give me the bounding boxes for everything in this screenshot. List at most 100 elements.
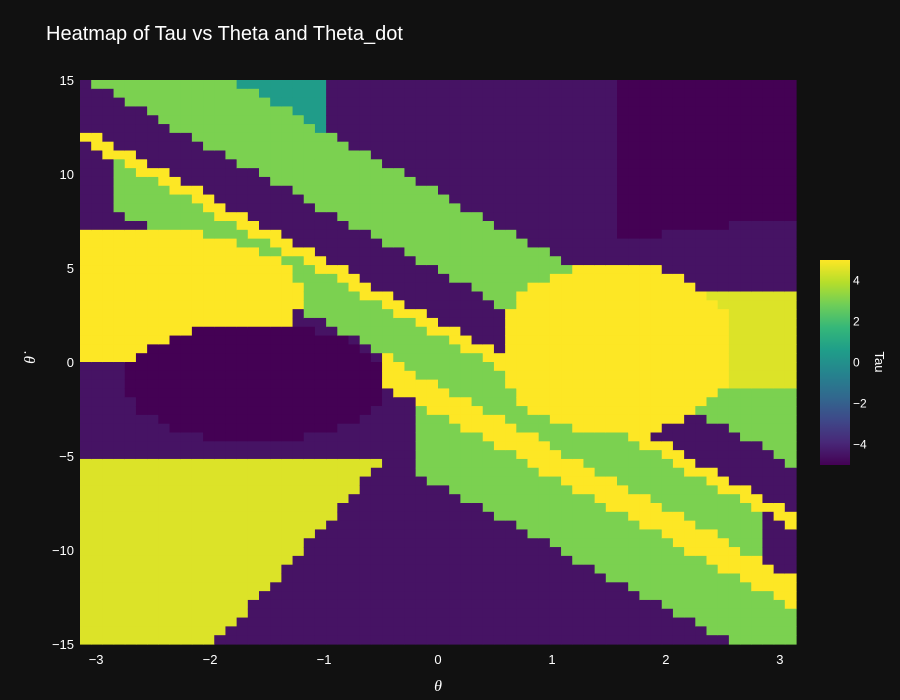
heatmap-cell [583,335,596,345]
heatmap-cell [728,494,741,504]
heatmap-cell [684,520,696,531]
heatmap-cell [259,309,271,319]
heatmap-cell [717,309,730,319]
heatmap-cell [337,450,350,460]
heatmap-cell [169,132,182,143]
heatmap-cell [605,317,618,328]
heatmap-cell [572,476,585,486]
heatmap-cell [740,547,752,557]
heatmap-cell [247,159,260,169]
heatmap-cell [303,397,316,407]
heatmap-cell [773,141,786,152]
heatmap-cell [91,238,103,249]
heatmap-cell [404,273,417,284]
heatmap-cell [784,379,797,390]
heatmap-cell [583,291,596,301]
heatmap-cell [617,212,629,222]
heatmap-cell [762,247,775,257]
heatmap-cell [695,194,708,204]
heatmap-cell [426,203,439,213]
heatmap-cell [505,406,517,416]
heatmap-cell [281,335,294,345]
heatmap-cell [359,450,372,460]
heatmap-cell [393,185,406,196]
heatmap-cell [572,344,585,354]
heatmap-cell [102,247,115,257]
heatmap-cell [695,300,708,310]
heatmap-cell [281,238,294,249]
heatmap-cell [784,344,797,354]
heatmap-cell [191,458,204,469]
heatmap-cell [784,582,797,592]
heatmap-cell [505,159,517,169]
heatmap-cell [236,608,249,619]
heatmap-cell [426,485,439,495]
heatmap-cell [538,494,551,504]
heatmap-cell [605,450,618,460]
heatmap-cell [225,309,238,319]
heatmap-cell [605,617,618,627]
heatmap-cell [191,141,204,152]
heatmap-cell [225,458,238,469]
heatmap-cell [695,414,708,425]
heatmap-cell [717,379,730,390]
heatmap-cell [359,80,372,90]
heatmap-cell [259,582,271,592]
heatmap-cell [80,362,92,372]
heatmap-cell [639,582,652,592]
heatmap-cell [784,414,797,425]
heatmap-cell [203,547,215,557]
heatmap-cell [583,229,596,240]
heatmap-cell [225,326,238,337]
heatmap-cell [135,423,148,434]
heatmap-cell [393,520,406,531]
heatmap-cell [728,309,741,319]
heatmap-cell [203,485,215,495]
heatmap-cell [426,547,439,557]
heatmap-cell [259,168,271,178]
heatmap-cell [214,106,227,116]
heatmap-cell [303,185,316,196]
heatmap-cell [728,300,741,310]
heatmap-cell [661,520,674,531]
heatmap-cell [661,423,674,434]
heatmap-cell [102,370,115,381]
heatmap-cell [80,300,92,310]
heatmap-cell [538,503,551,513]
heatmap-cell [493,547,506,557]
heatmap-cell [672,379,685,390]
heatmap-cell [583,582,596,592]
heatmap-cell [460,115,473,125]
heatmap-cell [773,573,786,583]
heatmap-cell [438,159,450,169]
heatmap-cell [102,273,115,284]
heatmap-cell [628,203,640,213]
heatmap-cell [561,379,573,390]
heatmap-cell [449,256,461,266]
heatmap-cell [639,432,652,442]
heatmap-cell [740,256,752,266]
heatmap-cell [404,159,417,169]
heatmap-cell [158,212,171,222]
heatmap-cell [303,229,316,240]
heatmap-cell [605,529,618,539]
heatmap-cell [236,476,249,486]
heatmap-cell [594,406,607,416]
heatmap-cell [628,282,640,293]
heatmap-cell [695,608,708,619]
heatmap-cell [180,547,193,557]
heatmap-cell [314,124,327,134]
heatmap-cell [639,485,652,495]
heatmap-cell [247,256,260,266]
heatmap-cell [784,176,797,187]
heatmap-cell [471,617,484,627]
heatmap-cell [773,450,786,460]
heatmap-cell [493,106,506,116]
heatmap-cell [728,538,741,548]
heatmap-cell [102,397,115,407]
heatmap-cell [505,132,517,143]
heatmap-cell [482,229,495,240]
heatmap-cell [460,141,473,152]
heatmap-cell [482,344,495,354]
heatmap-cell [359,467,372,478]
